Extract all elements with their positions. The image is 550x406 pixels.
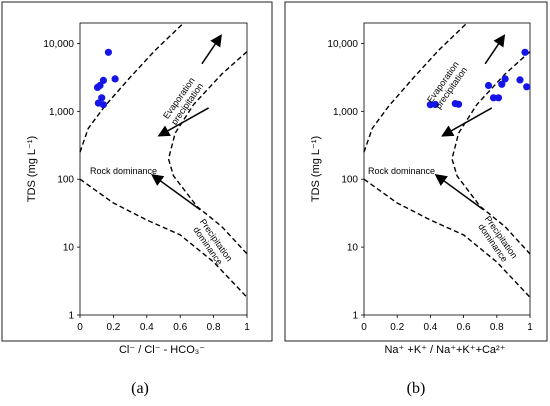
panel-b-x-ticks: 0 0.2 0.4 0.6 0.8 1 (361, 315, 533, 333)
data-point (93, 83, 102, 91)
arrow-from-precipitation (434, 174, 484, 211)
data-point (98, 94, 106, 102)
x-tick-label: 1 (527, 322, 533, 333)
data-point (489, 94, 498, 102)
arrow-to-rock (441, 107, 493, 137)
y-tick-label: 1 (68, 311, 74, 322)
data-point (104, 48, 112, 56)
data-point (498, 80, 506, 88)
upper-boundary-curve (363, 22, 468, 153)
x-tick-label: 0.2 (390, 322, 404, 333)
panel-b-frame (284, 1, 548, 342)
x-tick-label: 0.6 (457, 322, 471, 333)
lower-boundary-curve (79, 178, 248, 298)
panel-a-arrows (151, 34, 222, 211)
y-tick-label: 100 (341, 175, 358, 186)
panel-b-evaporation-label: Evaporation precipitation (425, 60, 469, 111)
data-point (455, 100, 463, 108)
panel-a-x-ticks: 0 0.2 0.4 0.6 0.8 1 (77, 315, 250, 333)
panel-a-boundary-curves (79, 22, 248, 298)
data-point (494, 94, 503, 102)
data-point (521, 48, 529, 56)
panel-b-points (426, 48, 531, 109)
y-tick-label: 1 (352, 311, 358, 322)
data-point (99, 76, 107, 84)
data-point (111, 75, 119, 83)
y-tick-label: 10,000 (327, 39, 358, 50)
panel-a-evaporation-label: Evaporation precipitation (161, 76, 205, 127)
data-point (431, 100, 439, 109)
x-tick-label: 0 (77, 322, 83, 333)
arrow-to-evaporation (484, 34, 506, 65)
upper-boundary-curve (79, 22, 184, 153)
panel-b-y-axis-label: TDS (mg L⁻¹) (310, 136, 322, 202)
panel-b-x-axis-label: Na⁺ +K⁺ / Na⁺+K⁺+Ca²⁺ (384, 344, 505, 356)
panel-a-y-axis-label: TDS (mg L⁻¹) (26, 136, 38, 202)
x-tick-label: 0.4 (140, 322, 154, 333)
x-tick-label: 0.8 (490, 322, 504, 333)
panel-b-caption: (b) (407, 380, 426, 397)
panel-a-y-ticks: 1 10 100 1,000 10,000 (43, 39, 80, 322)
y-tick-label: 1,000 (333, 107, 358, 118)
panel-a-plot-area (79, 22, 248, 316)
data-point (99, 101, 107, 109)
x-tick-label: 0 (361, 322, 367, 333)
x-tick-label: 0.6 (173, 322, 187, 333)
data-point (516, 76, 524, 84)
panel-a-x-axis-label: Cl⁻ / Cl⁻ - HCO₃⁻ (119, 344, 205, 356)
panel-a-frame (1, 1, 273, 342)
y-tick-label: 10 (63, 243, 75, 254)
panel-a-caption: (a) (131, 380, 149, 397)
x-tick-label: 0.4 (423, 322, 437, 333)
lower-boundary-curve (363, 178, 531, 298)
panel-b-rock-dominance-label: Rock dominance (368, 166, 435, 176)
panel-b-y-ticks: 1 10 100 1,000 10,000 (327, 39, 364, 322)
data-point (523, 83, 531, 91)
panel-a-rock-dominance-label: Rock dominance (90, 166, 157, 176)
panel-b: 1 10 100 1,000 10,000 0 0.2 0.4 0.6 0.8 1 TDS (mg… (284, 1, 548, 397)
x-tick-label: 0.8 (207, 322, 221, 333)
x-tick-label: 1 (244, 322, 250, 333)
arrow-to-evaporation (201, 34, 222, 65)
panel-b-precipitation-label: Precipitation dominance (476, 214, 519, 264)
data-point (501, 75, 509, 83)
y-tick-label: 1,000 (49, 107, 74, 118)
data-point (484, 81, 493, 90)
arrow-from-precipitation (151, 174, 201, 211)
panel-b-boundary-curves (363, 22, 531, 298)
arrow-to-rock (157, 107, 209, 137)
panel-a-points (93, 48, 119, 109)
panel-a: 1 10 100 1,000 10,000 0 0.2 0.4 0.6 0.8 1 TDS (mg… (1, 1, 273, 397)
panel-b-arrows (434, 34, 506, 211)
x-tick-label: 0.2 (106, 322, 120, 333)
y-tick-label: 100 (57, 175, 74, 186)
y-tick-label: 10,000 (43, 39, 74, 50)
y-tick-label: 10 (347, 243, 359, 254)
panel-b-plot-area (363, 22, 531, 316)
